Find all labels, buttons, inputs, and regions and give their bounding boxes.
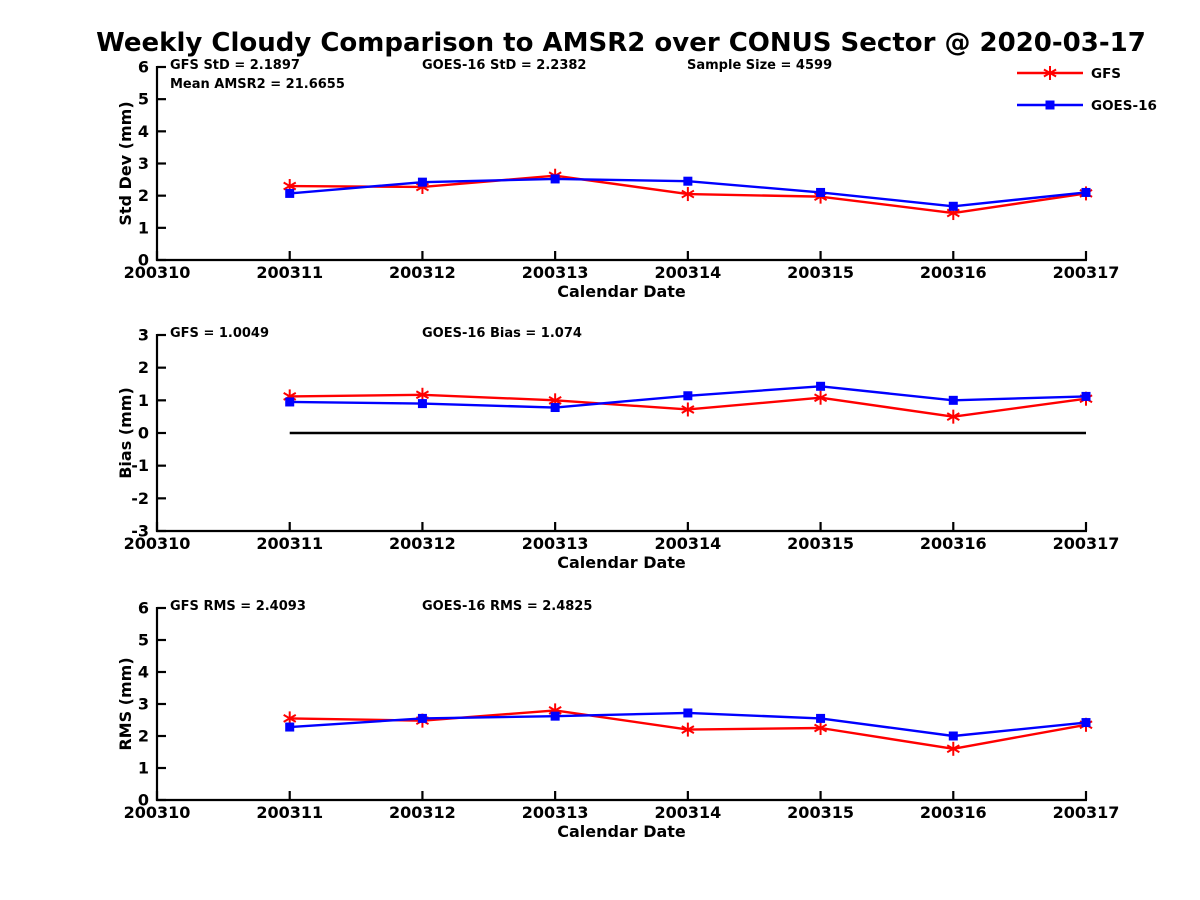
legend-label: GFS [1091, 66, 1121, 82]
panel-bias: -3 -2 -1 0 1 2 3 200310 200311 200312 200313 200314… [116, 326, 1119, 573]
goes16-marker [550, 711, 560, 721]
gfs-marker [681, 402, 695, 417]
y-tick-label: 0 [138, 251, 149, 270]
x-tick-label: 200313 [522, 803, 589, 822]
gfs-marker [946, 409, 960, 424]
y-tick-label: 2 [138, 186, 149, 205]
panel-std-dev: 0 1 2 3 4 5 6 200310 200311 200312 200313 200314 200… [116, 58, 1119, 302]
legend-label: GOES-16 [1091, 98, 1157, 114]
x-axis-label: Calendar Date [557, 822, 686, 841]
y-tick-label: 6 [138, 599, 149, 618]
x-tick-label: 200314 [654, 263, 721, 282]
annotation: GFS = 1.0049 [170, 326, 269, 341]
x-tick-label: 200316 [920, 534, 987, 553]
x-tick-label: 200316 [920, 263, 987, 282]
x-tick-label: 200317 [1053, 803, 1120, 822]
annotation: GOES-16 RMS = 2.4825 [422, 599, 592, 614]
annotation: Sample Size = 4599 [687, 58, 832, 73]
x-tick-label: 200310 [124, 534, 191, 553]
y-tick-label: 6 [138, 58, 149, 77]
x-tick-label: 200316 [920, 803, 987, 822]
x-tick-label: 200315 [787, 803, 854, 822]
goes16-marker [948, 731, 958, 741]
y-axis-label: RMS (mm) [116, 657, 135, 750]
goes16-marker [417, 399, 427, 409]
x-tick-label: 200315 [787, 534, 854, 553]
annotation: Mean AMSR2 = 21.6655 [170, 77, 345, 92]
gfs-marker [681, 722, 695, 737]
y-tick-label: 3 [138, 326, 149, 345]
x-tick-label: 200312 [389, 534, 456, 553]
y-tick-label: 5 [138, 90, 149, 109]
goes16-marker [1081, 187, 1091, 197]
goes16-marker [550, 403, 560, 413]
gfs-marker [681, 187, 695, 202]
x-tick-label: 200315 [787, 263, 854, 282]
x-tick-label: 200317 [1053, 534, 1120, 553]
y-axis-label: Bias (mm) [116, 387, 135, 479]
x-axis-label: Calendar Date [557, 282, 686, 301]
annotation: GOES-16 Bias = 1.074 [422, 326, 582, 341]
y-tick-label: 1 [138, 391, 149, 410]
y-tick-label: -2 [131, 489, 149, 508]
goes16-marker [285, 397, 295, 407]
y-axis-label: Std Dev (mm) [116, 101, 135, 225]
x-tick-label: 200311 [256, 534, 323, 553]
goes16-marker [550, 174, 560, 184]
x-tick-label: 200313 [522, 263, 589, 282]
goes16-marker [816, 187, 826, 197]
gfs-marker [814, 390, 828, 405]
panel-rms: 0 1 2 3 4 5 6 200310 200311 200312 200313 200314 200… [116, 599, 1119, 842]
x-tick-label: 200317 [1053, 263, 1120, 282]
y-tick-label: 3 [138, 695, 149, 714]
x-tick-label: 200311 [256, 803, 323, 822]
goes16-marker [285, 188, 295, 198]
goes16-marker [683, 391, 693, 401]
gfs-marker [814, 721, 828, 735]
goes16-marker [417, 713, 427, 723]
y-tick-label: -3 [131, 522, 149, 541]
x-tick-label: 200312 [389, 803, 456, 822]
goes16-marker [948, 395, 958, 405]
x-axis-label: Calendar Date [557, 553, 686, 572]
x-tick-label: 200311 [256, 263, 323, 282]
goes16-marker [285, 722, 295, 732]
legend: GFS GOES-16 [1017, 66, 1157, 114]
goes16-marker [417, 177, 427, 187]
y-tick-label: 4 [138, 663, 149, 682]
x-tick-label: 200310 [124, 263, 191, 282]
y-tick-label: 5 [138, 631, 149, 650]
goes16-marker [816, 381, 826, 391]
x-tick-label: 200310 [124, 803, 191, 822]
annotation: GOES-16 StD = 2.2382 [422, 58, 586, 73]
gfs-marker [946, 741, 960, 756]
chart-title: Weekly Cloudy Comparison to AMSR2 over C… [96, 28, 1146, 58]
goes16-marker [1045, 100, 1055, 110]
y-tick-label: 1 [138, 759, 149, 778]
y-tick-label: 0 [138, 791, 149, 810]
goes16-marker [1081, 391, 1091, 401]
goes16-marker [683, 176, 693, 186]
goes16-marker [948, 201, 958, 211]
goes16-marker [1081, 718, 1091, 728]
y-tick-label: 2 [138, 727, 149, 746]
goes16-marker [816, 713, 826, 723]
y-tick-label: 3 [138, 154, 149, 173]
x-tick-label: 200314 [654, 534, 721, 553]
y-tick-label: 4 [138, 122, 149, 141]
annotation: GFS StD = 2.1897 [170, 58, 300, 73]
x-tick-label: 200314 [654, 803, 721, 822]
y-tick-label: 1 [138, 218, 149, 237]
x-tick-label: 200312 [389, 263, 456, 282]
y-tick-label: -1 [131, 456, 149, 475]
gfs-marker [1043, 66, 1057, 80]
goes16-marker [683, 708, 693, 718]
y-tick-label: 0 [138, 424, 149, 443]
y-tick-label: 2 [138, 358, 149, 377]
annotation: GFS RMS = 2.4093 [170, 599, 306, 614]
x-tick-label: 200313 [522, 534, 589, 553]
